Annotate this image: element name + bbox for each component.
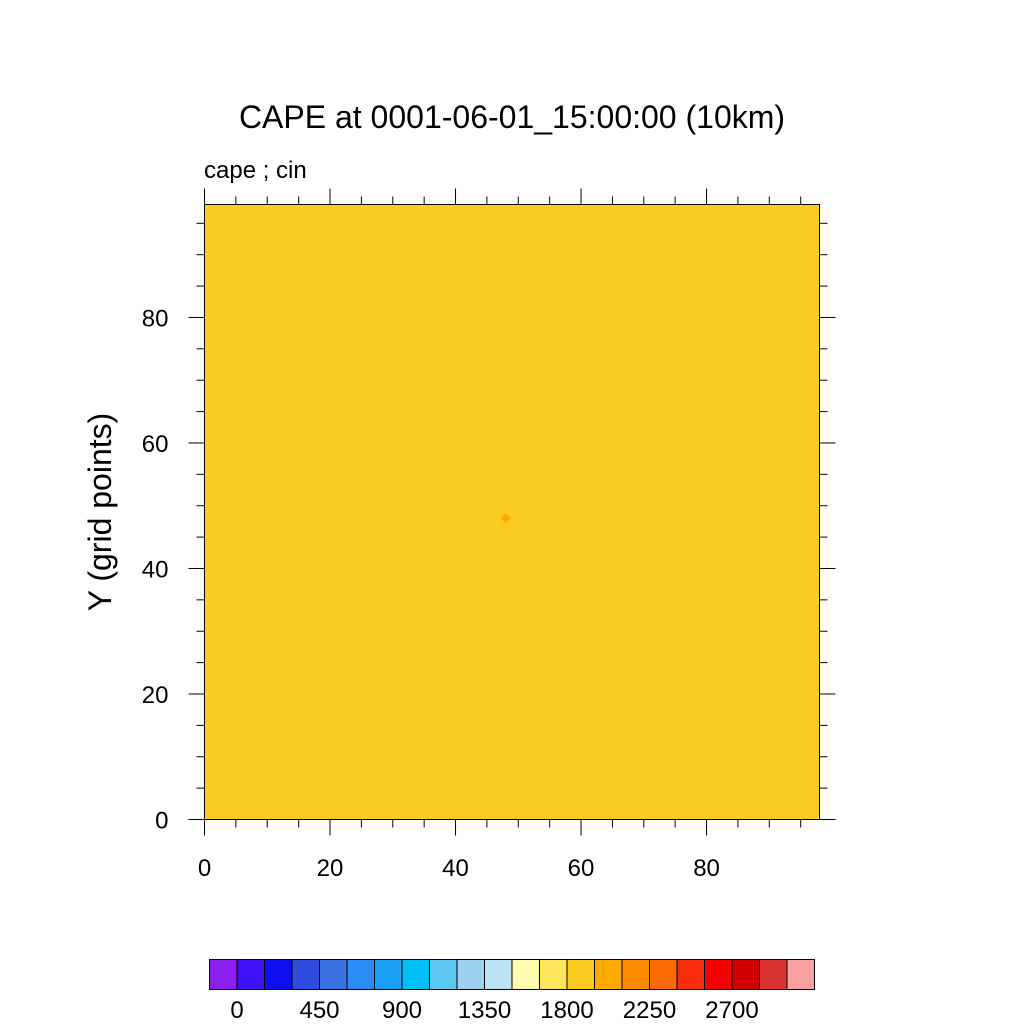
x-tick-label: 20 bbox=[317, 855, 344, 882]
colorbar-box bbox=[401, 959, 430, 990]
colorbar-box bbox=[264, 959, 293, 990]
colorbar-box bbox=[621, 959, 650, 990]
plot-frame bbox=[204, 204, 820, 820]
colorbar-box bbox=[374, 959, 403, 990]
colorbar-box bbox=[676, 959, 705, 990]
y-tick-label: 60 bbox=[142, 431, 169, 458]
y-tick-label: 80 bbox=[142, 305, 169, 332]
colorbar-label: 0 bbox=[230, 997, 243, 1024]
chart-title: CAPE at 0001-06-01_15:00:00 (10km) bbox=[239, 99, 785, 135]
y-tick-label: 40 bbox=[142, 556, 169, 583]
colorbar: 0 450 900 1350 1800 2250 2700 bbox=[209, 959, 815, 1024]
plot-area bbox=[204, 204, 820, 820]
colorbar-label: 450 bbox=[299, 997, 339, 1024]
colorbar-label: 900 bbox=[382, 997, 422, 1024]
colorbar-label: 1800 bbox=[540, 997, 593, 1024]
colorbar-box bbox=[346, 959, 375, 990]
colorbar-box bbox=[539, 959, 568, 990]
colorbar-box bbox=[484, 959, 513, 990]
colorbar-label: 1350 bbox=[458, 997, 511, 1024]
y-tick-label: 20 bbox=[142, 682, 169, 709]
cape-anomaly-point bbox=[500, 513, 511, 524]
colorbar-label: 2700 bbox=[705, 997, 758, 1024]
colorbar-box bbox=[456, 959, 485, 990]
y-axis-label: Y (grid points) bbox=[82, 413, 118, 612]
colorbar-box bbox=[594, 959, 623, 990]
axis-ticks: 0 20 40 60 80 0 20 40 60 80 bbox=[142, 188, 836, 882]
colorbar-box bbox=[704, 959, 733, 990]
colorbar-box bbox=[759, 959, 788, 990]
colorbar-box bbox=[511, 959, 540, 990]
colorbar-box bbox=[731, 959, 760, 990]
x-tick-label: 40 bbox=[442, 855, 469, 882]
chart-subtitle: cape ; cin bbox=[204, 157, 307, 184]
colorbar-box bbox=[429, 959, 458, 990]
colorbar-box bbox=[786, 959, 815, 990]
colorbar-box bbox=[291, 959, 320, 990]
colorbar-box bbox=[649, 959, 678, 990]
cape-field bbox=[204, 204, 820, 820]
colorbar-box bbox=[209, 959, 238, 990]
x-tick-label: 60 bbox=[568, 855, 595, 882]
colorbar-box bbox=[566, 959, 595, 990]
y-tick-label: 0 bbox=[155, 808, 168, 835]
colorbar-label: 2250 bbox=[623, 997, 676, 1024]
colorbar-box bbox=[319, 959, 348, 990]
x-tick-label: 0 bbox=[198, 855, 211, 882]
x-tick-label: 80 bbox=[693, 855, 720, 882]
colorbar-box bbox=[236, 959, 265, 990]
